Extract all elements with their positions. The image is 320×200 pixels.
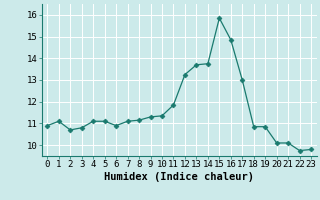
X-axis label: Humidex (Indice chaleur): Humidex (Indice chaleur) [104,172,254,182]
